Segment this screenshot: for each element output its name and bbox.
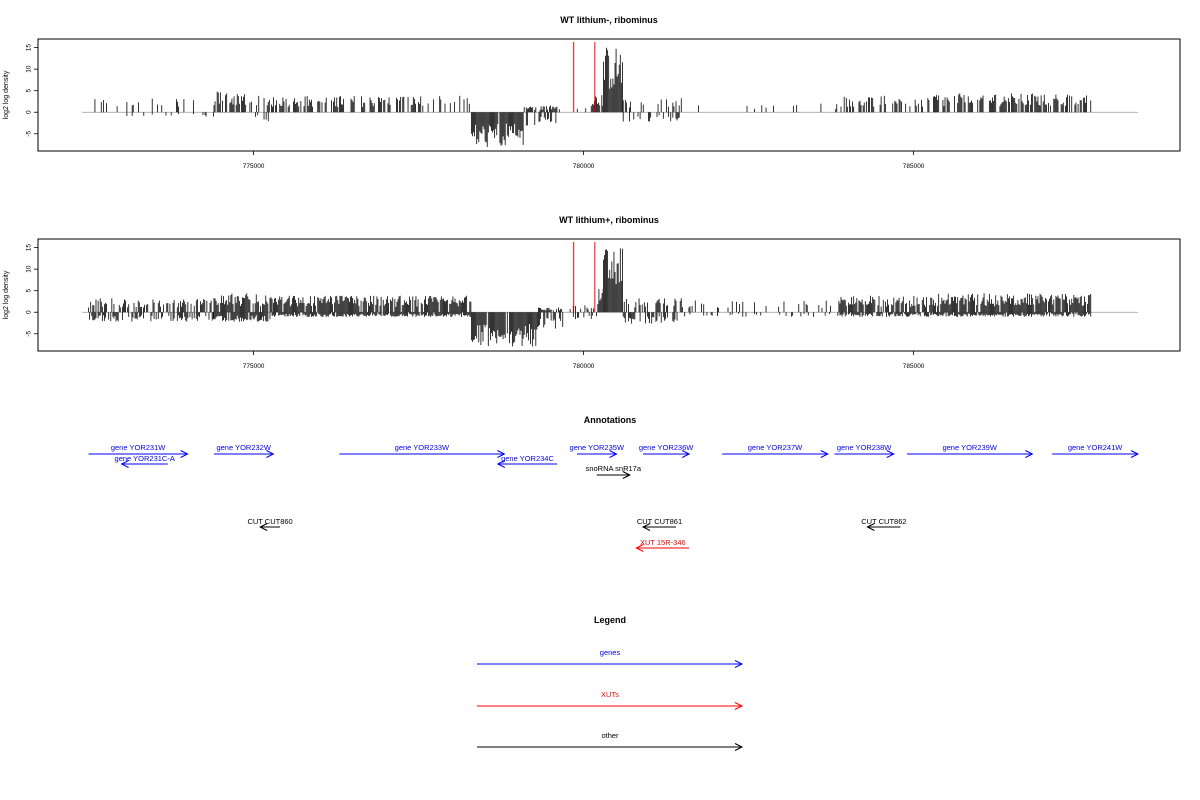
- chart-title: WT lithium+, ribominus: [559, 215, 659, 225]
- y-tick-label: -5: [26, 330, 33, 336]
- feature-label: CUT CUT862: [861, 517, 906, 526]
- feature-label: gene YOR236W: [639, 443, 694, 452]
- feature-genes: gene YOR233W: [339, 443, 506, 458]
- feature-other: CUT CUT861: [637, 517, 682, 531]
- feature-label: gene YOR233W: [395, 443, 450, 452]
- feature-genes: gene YOR234C: [496, 454, 558, 468]
- feature-genes: gene YOR236W: [639, 443, 694, 458]
- x-tick-label: 775000: [243, 363, 265, 370]
- plot-frame: [37, 238, 1181, 352]
- y-tick-label: 0: [26, 310, 33, 314]
- feature-label: XUT 15R-346: [640, 538, 686, 547]
- feature-genes: gene YOR235W: [570, 443, 625, 458]
- legend-label: other: [601, 731, 619, 740]
- legend-item-other: other: [477, 731, 744, 751]
- density-bars: [88, 248, 1092, 347]
- y-tick-label: 15: [26, 244, 33, 252]
- feature-genes: gene YOR238W: [834, 443, 895, 458]
- legend-item-genes: genes: [477, 648, 744, 668]
- y-tick-label: 5: [26, 289, 33, 293]
- feature-label: gene YOR232W: [216, 443, 271, 452]
- feature-genes: gene YOR241W: [1052, 443, 1140, 458]
- density-bars: [94, 47, 1092, 147]
- feature-genes: gene YOR237W: [722, 443, 829, 458]
- feature-other: CUT CUT860: [247, 517, 293, 531]
- x-tick-label: 785000: [903, 363, 925, 370]
- y-tick-label: 10: [26, 265, 33, 273]
- feature-label: gene YOR239W: [942, 443, 997, 452]
- x-tick-label: 775000: [243, 163, 265, 170]
- feature-genes: gene YOR239W: [907, 443, 1034, 458]
- y-tick-label: -5: [26, 130, 33, 136]
- annotations-title: Annotations: [584, 415, 637, 425]
- legend-label: XUTs: [601, 690, 619, 699]
- feature-label: gene YOR231C-A: [115, 454, 175, 463]
- feature-label: gene YOR234C: [501, 454, 554, 463]
- feature-other: CUT CUT862: [861, 517, 907, 531]
- feature-genes: gene YOR232W: [214, 443, 275, 458]
- legend-item-xuts: XUTs: [477, 690, 744, 710]
- feature-other: snoRNA snR17a: [586, 464, 642, 479]
- feature-label: gene YOR237W: [748, 443, 803, 452]
- feature-label: gene YOR241W: [1068, 443, 1123, 452]
- feature-label: CUT CUT861: [637, 517, 682, 526]
- feature-label: CUT CUT860: [247, 517, 292, 526]
- feature-label: gene YOR235W: [570, 443, 625, 452]
- chart-title: WT lithium-, ribominus: [560, 15, 658, 25]
- chart-panel-2: WT lithium+, ribominus 15 10 5 0 -5 log2 log d…: [3, 215, 1181, 370]
- chart-panel-1: WT lithium-, ribominus 15 10 5 0 -5 log2 log d…: [3, 15, 1181, 170]
- x-tick-label: 785000: [903, 163, 925, 170]
- x-tick-label: 780000: [573, 163, 595, 170]
- y-axis-label: log2 log density: [3, 270, 10, 319]
- y-axis-label: log2 log density: [3, 70, 10, 119]
- feature-label: snoRNA snR17a: [586, 464, 642, 473]
- y-tick-label: 15: [26, 44, 33, 52]
- legend: Legend genes XUTs other: [477, 615, 744, 751]
- legend-title: Legend: [594, 615, 626, 625]
- x-tick-label: 780000: [573, 363, 595, 370]
- feature-genes: gene YOR231W: [88, 443, 189, 458]
- y-tick-label: 10: [26, 65, 33, 73]
- legend-label: genes: [600, 648, 621, 657]
- feature-xuts: XUT 15R-346: [635, 538, 690, 552]
- feature-genes: gene YOR231C-A: [115, 454, 175, 468]
- feature-label: gene YOR238W: [837, 443, 892, 452]
- y-tick-label: 0: [26, 110, 33, 114]
- feature-label: gene YOR231W: [111, 443, 166, 452]
- y-tick-label: 5: [26, 89, 33, 93]
- plot-frame: [37, 38, 1181, 152]
- annotations-panel: Annotations gene YOR231W gene YOR231C-A gen…: [88, 415, 1140, 552]
